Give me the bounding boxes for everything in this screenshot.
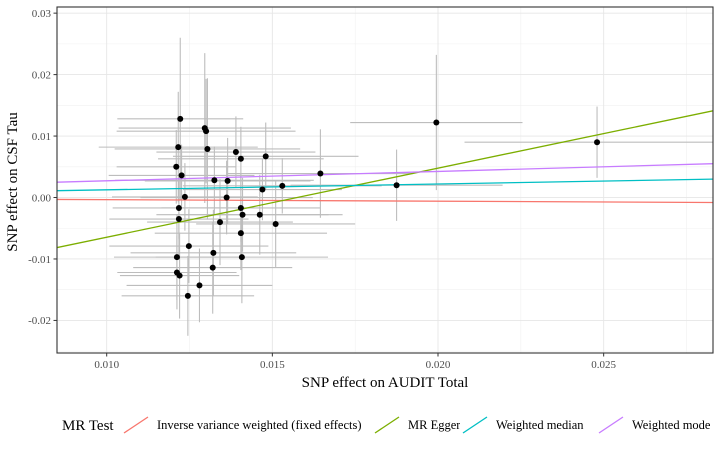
legend-key-line — [462, 416, 488, 434]
legend-key-line — [598, 416, 624, 434]
snp-point — [209, 264, 216, 271]
mr-line — [57, 198, 713, 204]
snp-point — [279, 182, 286, 189]
mr-lines — [57, 110, 713, 249]
snp-point — [181, 193, 188, 200]
snp-point — [210, 249, 217, 256]
y-axis: -0.02 -0.01 0.00 0.01 0.02 0.03 — [28, 8, 57, 327]
snp-point — [176, 272, 183, 279]
y-tick-label: 0.01 — [32, 131, 51, 143]
snp-point — [262, 153, 269, 160]
snp-point — [184, 292, 191, 299]
snp-point — [594, 139, 601, 146]
legend-title: MR Test — [62, 418, 114, 434]
x-tick-label: 0.025 — [591, 359, 616, 371]
x-axis: 0.010 0.015 0.020 0.025 — [94, 353, 617, 371]
snp-point — [232, 149, 239, 156]
snp-point — [239, 211, 246, 218]
plot-panel — [56, 6, 714, 354]
y-tick-label: 0.00 — [32, 192, 52, 204]
snp-point — [237, 230, 244, 237]
snp-points — [173, 115, 601, 299]
snp-point — [204, 145, 211, 152]
snp-point — [256, 211, 263, 218]
legend: MR Test Inverse variance weighted (fixed… — [62, 413, 711, 437]
snp-point — [173, 254, 180, 261]
x-axis-label: SNP effect on AUDIT Total — [302, 375, 469, 391]
snp-point — [185, 243, 192, 250]
snp-point — [175, 216, 182, 223]
snp-point — [238, 254, 245, 261]
y-tick-label: -0.02 — [28, 315, 51, 327]
legend-label: Weighted median — [496, 418, 584, 432]
snp-point — [175, 204, 182, 211]
panel-border — [56, 6, 714, 354]
y-tick-label: 0.03 — [32, 8, 52, 20]
mr-line — [57, 163, 713, 183]
snp-point — [272, 220, 279, 227]
snp-point — [175, 144, 182, 151]
mr-line — [57, 178, 713, 192]
snp-point — [177, 115, 184, 122]
y-axis-label: SNP effect on CSF Tau — [5, 112, 21, 252]
snp-point — [178, 172, 185, 179]
legend-label: MR Egger — [408, 418, 461, 432]
snp-point — [259, 186, 266, 193]
legend-label: Weighted mode — [632, 418, 711, 432]
snp-point — [203, 128, 210, 135]
mr-line — [57, 110, 713, 249]
snp-point — [223, 194, 230, 201]
snp-point — [317, 170, 324, 177]
snp-point — [224, 177, 231, 184]
legend-key-line — [374, 416, 400, 434]
snp-point — [433, 119, 440, 126]
x-tick-label: 0.015 — [260, 359, 285, 371]
snp-point — [173, 163, 180, 170]
legend-key-line — [123, 416, 149, 434]
x-tick-label: 0.020 — [426, 359, 451, 371]
snp-point — [237, 155, 244, 162]
legend-label: Inverse variance weighted (fixed effects… — [157, 418, 362, 432]
snp-point — [393, 182, 400, 189]
snp-point — [217, 219, 224, 226]
snp-point — [237, 204, 244, 211]
snp-point — [196, 282, 203, 289]
y-tick-label: 0.02 — [32, 69, 51, 81]
snp-point — [211, 177, 218, 184]
y-tick-label: -0.01 — [28, 254, 51, 266]
x-tick-label: 0.010 — [94, 359, 119, 371]
